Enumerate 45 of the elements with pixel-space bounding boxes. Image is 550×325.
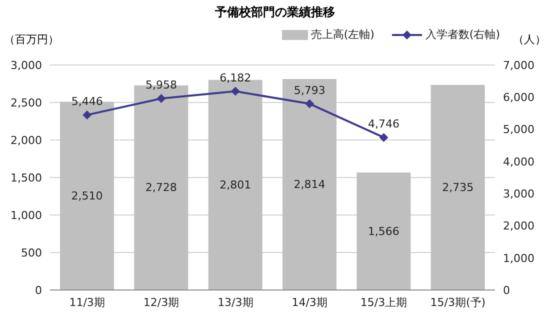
y2-tick-label: 2,000 [503, 220, 534, 233]
data-label: 2,728 [145, 181, 177, 194]
bar [430, 84, 485, 290]
y2-axis-title: （人） [513, 32, 546, 47]
bar [356, 172, 411, 290]
data-label: 6,182 [220, 71, 252, 84]
data-label: 2,735 [442, 180, 474, 194]
x-tick-label: 15/3期(予) [430, 296, 486, 309]
data-label: 2,801 [220, 178, 252, 192]
y-tick-label: 0 [35, 284, 42, 297]
point [230, 86, 240, 96]
data-label: 1,566 [368, 224, 400, 238]
bar [282, 78, 336, 290]
data-label: 5,793 [294, 84, 326, 97]
chart-title: 予備校部門の業績推移 [214, 4, 336, 21]
x-tick-label: 12/3期 [143, 296, 180, 309]
point [379, 132, 388, 142]
y-tick-label: 1,500 [10, 171, 42, 184]
point [305, 99, 314, 108]
data-label: 2,814 [294, 178, 326, 191]
y-tick-label: 500 [21, 246, 42, 260]
y2-tick-label: 3,000 [503, 187, 534, 200]
y2-tick-label: 1,000 [503, 252, 534, 265]
y2-tick-label: 5,000 [503, 123, 534, 136]
y-tick-label: 2,000 [10, 134, 42, 147]
y2-tick-label: 6,000 [503, 91, 534, 104]
x-tick-label: 11/3期 [69, 296, 105, 309]
y-tick-label: 1,000 [10, 208, 42, 222]
y2-tick-label: 0 [503, 284, 510, 297]
y2-tick-label: 7,000 [503, 58, 534, 72]
legend-label: 売上高(左軸) [310, 27, 374, 42]
data-label: 5,446 [71, 94, 103, 108]
y-tick-label: 2,500 [10, 96, 42, 110]
y-tick-label: 3,000 [10, 58, 42, 72]
legend-label: 入学者数(右軸) [424, 27, 500, 42]
x-tick-label: 13/3期 [218, 296, 254, 309]
point [82, 110, 92, 120]
point [156, 94, 166, 103]
x-tick-label: 14/3期 [292, 296, 328, 309]
data-label: 2,510 [71, 189, 103, 202]
data-label: 5,958 [146, 78, 177, 92]
y-axis-title: （百万円） [4, 32, 59, 47]
y2-tick-label: 4,000 [503, 155, 534, 168]
data-label: 4,746 [368, 117, 400, 130]
x-tick-label: 15/3上期 [360, 296, 408, 309]
